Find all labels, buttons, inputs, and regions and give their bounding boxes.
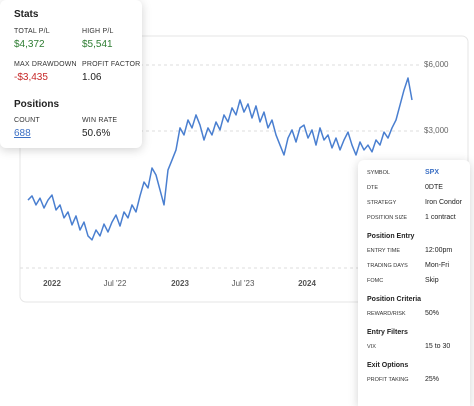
stat-value: $5,541 bbox=[82, 39, 113, 50]
setting-value: 0DTE bbox=[425, 184, 443, 191]
stat-label: MAX DRAWDOWN bbox=[14, 61, 77, 68]
y-tick-label: $3,000 bbox=[424, 126, 449, 135]
pl-line bbox=[27, 77, 413, 241]
positions-title: Positions bbox=[14, 99, 60, 110]
stats-title: Stats bbox=[14, 9, 39, 20]
position-value: 50.6% bbox=[82, 128, 111, 139]
position-label: WIN RATE bbox=[82, 117, 118, 124]
setting-value: 1 contract bbox=[425, 214, 456, 221]
setting-label: DTE bbox=[367, 185, 378, 191]
setting-label: REWARD/RISK bbox=[367, 311, 406, 317]
stat-value: $4,372 bbox=[14, 39, 45, 50]
x-tick-label: 2023 bbox=[171, 279, 189, 288]
section-title: Position Criteria bbox=[367, 296, 422, 303]
stat-label: HIGH P/L bbox=[82, 28, 114, 35]
setting-value: 15 to 30 bbox=[425, 343, 451, 350]
section-title: Exit Options bbox=[367, 362, 409, 369]
setting-value: Iron Condor bbox=[425, 199, 462, 206]
section-title: Position Entry bbox=[367, 233, 415, 240]
setting-label: TRADING DAYS bbox=[367, 263, 408, 269]
y-tick-label: $6,000 bbox=[424, 60, 449, 69]
setting-label: VIX bbox=[367, 344, 376, 350]
x-tick-label: 2022 bbox=[43, 279, 61, 288]
setting-label: POSITION SIZE bbox=[367, 215, 408, 221]
setting-label: SYMBOL bbox=[367, 170, 390, 176]
setting-label: ENTRY TIME bbox=[367, 248, 401, 254]
x-tick-label: Jul '23 bbox=[232, 279, 255, 288]
setting-value: 50% bbox=[425, 310, 440, 317]
position-value[interactable]: 688 bbox=[14, 128, 31, 139]
stats-card: Stats TOTAL P/L $4,372 HIGH P/L $5,541 MAX DR… bbox=[0, 0, 142, 148]
stat-label: PROFIT FACTOR bbox=[82, 61, 141, 68]
x-tick-label: 2024 bbox=[298, 279, 316, 288]
x-tick-label: Jul '22 bbox=[104, 279, 127, 288]
setting-value: SPX bbox=[425, 169, 440, 176]
setting-label: FOMC bbox=[367, 278, 384, 284]
stat-value: 1.06 bbox=[82, 72, 102, 83]
position-label: COUNT bbox=[14, 117, 40, 124]
stat-value: -$3,435 bbox=[14, 72, 48, 83]
setting-label: STRATEGY bbox=[367, 200, 397, 206]
setting-value: 12:00pm bbox=[425, 247, 453, 254]
section-title: Entry Filters bbox=[367, 329, 408, 336]
setting-value: 25% bbox=[425, 376, 440, 383]
stat-label: TOTAL P/L bbox=[14, 28, 50, 35]
settings-panel: SYMBOL SPX DTE 0DTE STRATEGY Iron Condor POSIT… bbox=[358, 160, 470, 406]
setting-value: Mon-Fri bbox=[425, 262, 450, 269]
setting-label: PROFIT TAKING bbox=[367, 377, 409, 383]
setting-value: Skip bbox=[425, 277, 439, 284]
